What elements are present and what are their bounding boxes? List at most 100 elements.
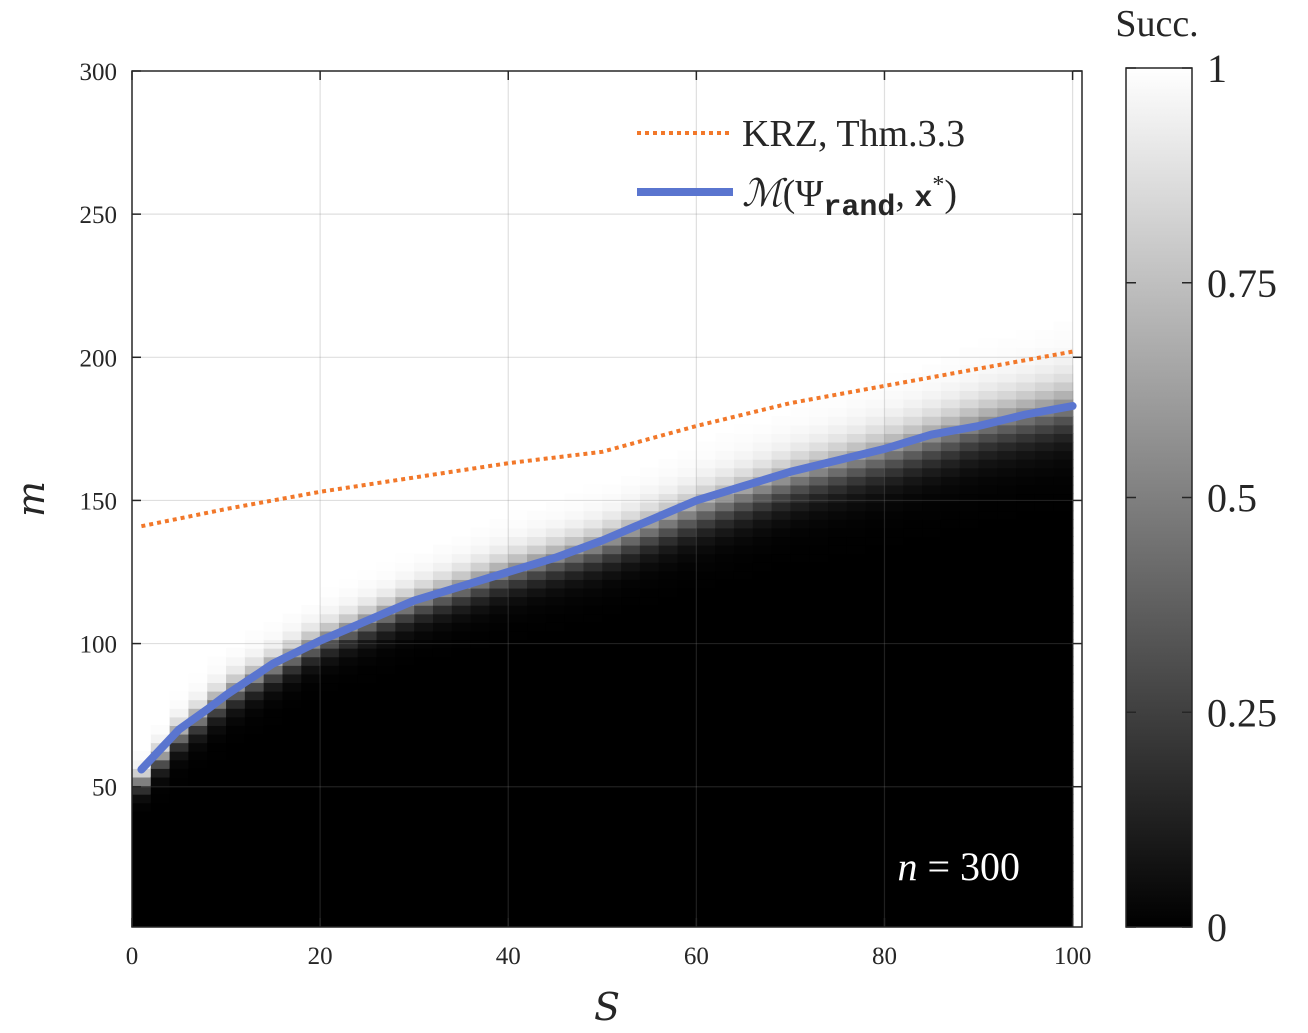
heatmap-cell xyxy=(677,811,698,821)
heatmap-cell xyxy=(621,879,641,890)
heatmap-cell xyxy=(132,888,152,898)
heatmap-cell xyxy=(432,793,453,804)
heatmap-cell xyxy=(1053,811,1074,821)
heatmap-cell xyxy=(771,828,792,838)
heatmap-cell xyxy=(940,630,961,641)
heatmap-cell xyxy=(508,604,528,615)
heatmap-cell xyxy=(846,776,867,787)
heatmap-cell xyxy=(809,587,829,598)
heatmap-cell xyxy=(790,536,811,546)
heatmap-cell xyxy=(1053,802,1074,812)
heatmap-cell xyxy=(1034,373,1055,383)
heatmap-cell xyxy=(922,656,942,666)
heatmap-cell xyxy=(508,888,528,898)
heatmap-cell xyxy=(602,501,622,512)
heatmap-cell xyxy=(658,879,679,890)
heatmap-cell xyxy=(997,604,1017,615)
heatmap-cell xyxy=(527,604,547,615)
heatmap-cell xyxy=(489,896,510,907)
heatmap-cell xyxy=(545,510,566,520)
heatmap-cell xyxy=(414,793,434,804)
heatmap-cell xyxy=(752,613,773,623)
heatmap-cell xyxy=(320,854,340,864)
heatmap-cell xyxy=(978,733,999,744)
heatmap-cell xyxy=(940,656,961,666)
heatmap-cell xyxy=(545,673,566,684)
heatmap-cell xyxy=(922,682,942,692)
heatmap-cell xyxy=(1034,424,1055,434)
heatmap-cell xyxy=(940,828,961,838)
heatmap-cell xyxy=(940,415,961,426)
heatmap-cell xyxy=(527,793,547,804)
heatmap-cell xyxy=(639,793,660,804)
heatmap-cell xyxy=(677,871,698,881)
heatmap-cell xyxy=(696,501,716,512)
heatmap-cell xyxy=(771,587,792,598)
heatmap-cell xyxy=(846,690,867,701)
heatmap-cell xyxy=(809,828,829,838)
heatmap-cell xyxy=(715,759,735,769)
heatmap-cell xyxy=(846,871,867,881)
heatmap-cell xyxy=(865,888,886,898)
heatmap-cell xyxy=(395,656,415,666)
heatmap-cell xyxy=(489,707,510,718)
heatmap-cell xyxy=(696,750,716,761)
heatmap-cell xyxy=(997,570,1017,580)
heatmap-cell xyxy=(1016,725,1036,735)
heatmap-cell xyxy=(1034,398,1055,409)
heatmap-cell xyxy=(790,493,811,503)
heatmap-cell xyxy=(376,613,397,623)
heatmap-cell xyxy=(865,845,886,855)
heatmap-cell xyxy=(583,656,604,666)
heatmap-cell xyxy=(1034,793,1055,804)
heatmap-cell xyxy=(922,759,942,769)
heatmap-cell xyxy=(790,922,811,927)
heatmap-cell xyxy=(771,424,792,434)
heatmap-cell xyxy=(865,828,886,838)
heatmap-cell xyxy=(414,914,434,924)
heatmap-cell xyxy=(639,854,660,864)
heatmap-cell xyxy=(432,742,453,752)
heatmap-cell xyxy=(169,793,190,804)
heatmap-cell xyxy=(1053,922,1074,927)
grid-lines xyxy=(132,71,1082,927)
heatmap-cell xyxy=(621,716,641,726)
heatmap-cell xyxy=(1034,922,1055,927)
heatmap-cell xyxy=(865,647,886,658)
heatmap-cell xyxy=(301,604,321,615)
heatmap-cell xyxy=(828,776,848,787)
heatmap-cell xyxy=(376,845,397,855)
heatmap-cell xyxy=(922,467,942,477)
heatmap-cell xyxy=(508,905,528,915)
heatmap-cell xyxy=(1034,338,1055,349)
heatmap-cell xyxy=(226,819,246,830)
heatmap-cell xyxy=(527,587,547,598)
x-tick-label: 60 xyxy=(684,943,709,970)
heatmap-cell xyxy=(376,742,397,752)
heatmap-cell xyxy=(395,922,415,927)
heatmap-cell xyxy=(809,707,829,718)
heatmap-cell xyxy=(922,484,942,495)
heatmap-cell xyxy=(470,527,491,538)
heatmap-cell xyxy=(263,836,284,847)
heatmap-cell xyxy=(282,879,303,890)
heatmap-cell xyxy=(621,793,641,804)
heatmap-cell xyxy=(658,854,679,864)
heatmap-cell xyxy=(865,527,886,538)
heatmap-cell xyxy=(338,750,359,761)
heatmap-cell xyxy=(997,845,1017,855)
heatmap-cell xyxy=(790,854,811,864)
heatmap-cell xyxy=(715,896,735,907)
heatmap-cell xyxy=(809,836,829,847)
heatmap-cell xyxy=(658,725,679,735)
heatmap-cell xyxy=(1034,759,1055,769)
heatmap-cell xyxy=(639,484,660,495)
heatmap-cell xyxy=(451,665,472,675)
heatmap-cell xyxy=(470,716,491,726)
heatmap-cell xyxy=(207,896,227,907)
heatmap-cell xyxy=(207,682,227,692)
heatmap-cell xyxy=(564,733,585,744)
heatmap-cell xyxy=(658,871,679,881)
heatmap-cell xyxy=(602,579,622,589)
heatmap-cell xyxy=(639,725,660,735)
